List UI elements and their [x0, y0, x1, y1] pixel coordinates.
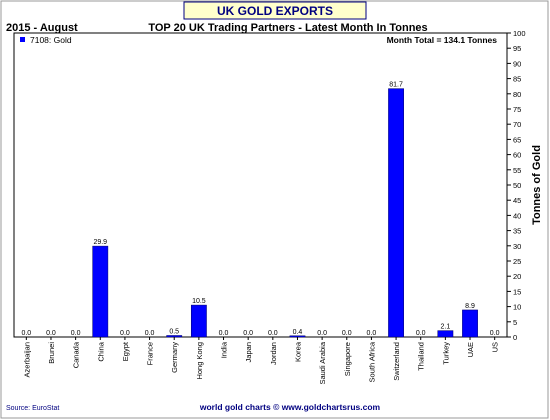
y-tick-label: 90 — [513, 59, 521, 68]
x-tick-label: UAE — [466, 342, 475, 357]
data-label: 0.0 — [46, 330, 56, 337]
y-tick-label: 10 — [513, 303, 521, 312]
bars-group: 0.0 0.0 0.0 29.9 0.0 0.0 0.5 10.5 0.0 0.0 0.0 0.4 0.… — [21, 82, 500, 338]
y-tick-label: 100 — [513, 29, 526, 38]
bar-switzerland — [388, 88, 404, 338]
y-tick-label: 20 — [513, 272, 521, 281]
month-total-annotation: Month Total = 134.1 Tonnes — [387, 35, 498, 45]
legend-swatch — [20, 37, 25, 42]
data-label: 0.0 — [416, 330, 426, 337]
y-tick-label: 15 — [513, 287, 521, 296]
y-axis: 0 5 10 15 20 25 30 35 40 45 50 55 60 65 70 75 80 85 90 95 10… — [507, 29, 526, 342]
x-tick-label: Hong Kong — [195, 342, 204, 380]
data-label: 0.0 — [219, 330, 229, 337]
x-tick-label: India — [220, 341, 229, 358]
data-label: 0.0 — [490, 330, 500, 337]
y-tick-label: 45 — [513, 196, 521, 205]
data-label: 0.0 — [71, 330, 81, 337]
banner-title: UK GOLD EXPORTS — [217, 4, 333, 18]
data-label: 0.0 — [367, 330, 377, 337]
data-label: 0.0 — [268, 330, 278, 337]
data-label: 0.4 — [293, 329, 303, 336]
x-tick-label: Canada — [72, 341, 81, 368]
x-tick-label: Azerbaijan — [22, 342, 31, 377]
data-label: 0.0 — [342, 330, 352, 337]
data-label: 0.0 — [21, 330, 31, 337]
y-tick-label: 95 — [513, 44, 521, 53]
data-label: 2.1 — [441, 324, 451, 331]
x-axis: Azerbaijan Brunei Canada China Egypt France Ge… — [22, 337, 500, 385]
y-tick-label: 65 — [513, 135, 521, 144]
x-tick-label: Switzerland — [392, 342, 401, 381]
x-tick-label: South Africa — [367, 341, 376, 382]
x-tick-label: Germany — [170, 342, 179, 373]
y-tick-label: 85 — [513, 75, 521, 84]
y-tick-label: 80 — [513, 90, 521, 99]
credit-note: world gold charts © www.goldchartsrus.co… — [199, 402, 381, 412]
y-tick-label: 0 — [513, 333, 517, 342]
data-label: 81.7 — [389, 82, 403, 89]
y-axis-title: Tonnes of Gold — [531, 145, 543, 225]
y-tick-label: 60 — [513, 151, 521, 160]
data-label: 0.0 — [145, 330, 155, 337]
legend-label: 7108: Gold — [30, 35, 72, 45]
data-label: 0.0 — [243, 330, 253, 337]
y-tick-label: 55 — [513, 166, 521, 175]
y-tick-label: 25 — [513, 257, 521, 266]
bar-germany — [166, 335, 183, 338]
x-tick-label: France — [146, 342, 155, 365]
x-tick-label: Brunei — [47, 342, 56, 364]
x-tick-label: US — [491, 342, 500, 352]
x-tick-label: China — [96, 341, 105, 361]
chart-title: TOP 20 UK Trading Partners - Latest Mont… — [148, 22, 427, 34]
y-tick-label: 70 — [513, 120, 521, 129]
data-label: 10.5 — [192, 298, 206, 305]
y-tick-label: 35 — [513, 227, 521, 236]
x-tick-label: Jordan — [269, 342, 278, 365]
x-tick-label: Korea — [293, 341, 302, 362]
data-label: 0.0 — [120, 330, 130, 337]
plot-frame — [13, 32, 508, 338]
x-tick-label: Japan — [244, 342, 253, 362]
y-tick-label: 5 — [513, 318, 517, 327]
data-label: 8.9 — [465, 303, 475, 310]
y-tick-label: 75 — [513, 105, 521, 114]
x-tick-label: Egypt — [121, 341, 130, 361]
x-tick-label: Turkey — [441, 342, 450, 365]
x-tick-label: Saudi Arabia — [318, 341, 327, 384]
banner-box — [183, 1, 367, 20]
source-note: Source: EuroStat — [6, 405, 59, 412]
bar-china — [92, 245, 109, 338]
bar-uae — [462, 309, 478, 338]
data-label: 29.9 — [93, 239, 107, 246]
y-tick-label: 50 — [513, 181, 521, 190]
y-tick-label: 30 — [513, 242, 521, 251]
bar-hong-kong — [190, 304, 207, 338]
y-tick-label: 40 — [513, 211, 521, 220]
period-label: 2015 - August — [6, 22, 78, 34]
data-label: 0.0 — [317, 330, 327, 337]
data-label: 0.5 — [169, 328, 179, 335]
bar-korea — [289, 335, 306, 338]
x-tick-label: Singapore — [343, 342, 352, 376]
bar-turkey — [437, 330, 454, 338]
x-tick-label: Thailand — [417, 342, 426, 371]
